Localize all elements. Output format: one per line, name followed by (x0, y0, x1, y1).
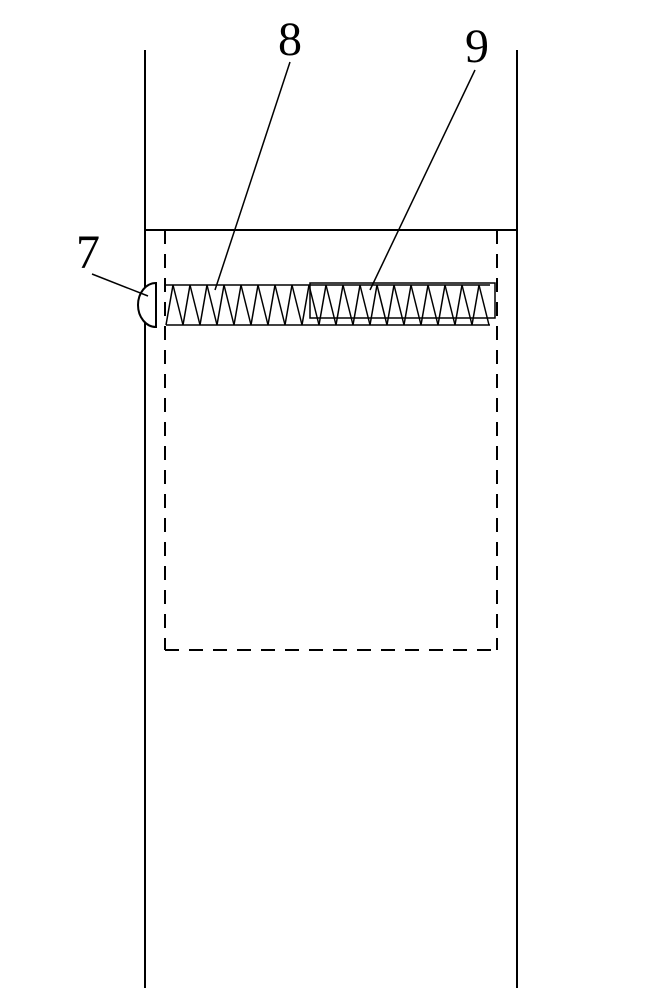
label-8: 8 (278, 13, 302, 66)
label-7: 7 (76, 226, 100, 279)
label-9: 9 (465, 20, 489, 73)
canvas-background (0, 0, 652, 1000)
